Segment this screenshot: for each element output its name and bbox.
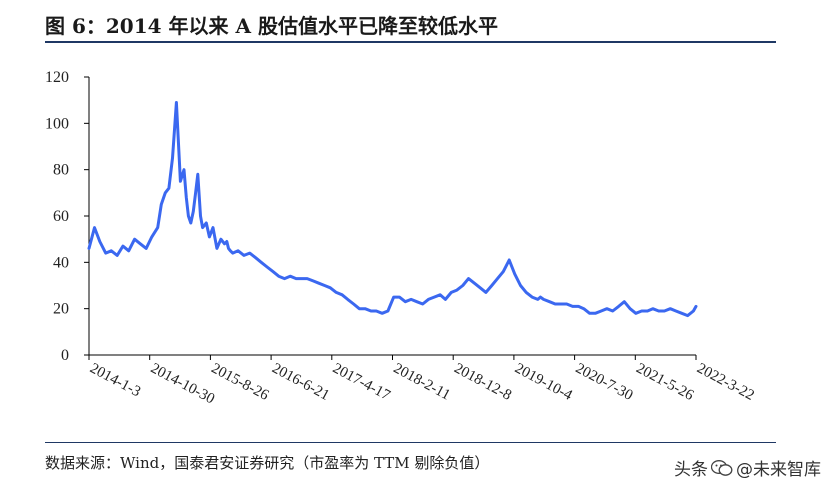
x-tick-label: 2018-2-11 <box>391 360 453 403</box>
figure-title: 图 6：2014 年以来 A 股估值水平已降至较低水平 <box>45 14 498 38</box>
x-tick-label: 2015-8-26 <box>209 360 272 404</box>
x-tick-label: 2018-12-8 <box>451 360 514 403</box>
x-tick-label: 2014-10-30 <box>148 360 217 407</box>
x-tick-label: 2022-3-22 <box>694 360 757 403</box>
figure-header: 图 6：2014 年以来 A 股估值水平已降至较低水平 <box>45 6 785 40</box>
x-tick-label: 2019-10-4 <box>512 360 575 404</box>
x-axis: 2014-1-3 2014-10-302015-8-262016-6-212017… <box>87 354 757 407</box>
x-tick-label: 2021-5-26 <box>633 360 696 404</box>
y-tick-label: 60 <box>53 208 69 225</box>
y-axis: 0 20 40 60 80 100 120 <box>45 69 90 364</box>
watermark-name: 未来智库 <box>753 460 821 480</box>
x-tick-label: 2016-6-21 <box>269 360 332 403</box>
top-rule <box>45 41 776 43</box>
y-tick-label: 80 <box>53 162 69 179</box>
y-tick-label: 40 <box>53 254 69 271</box>
x-tick-label: 2020-7-30 <box>573 360 636 403</box>
wechat-icon <box>710 459 733 482</box>
watermark-prefix: 头条 <box>674 460 708 480</box>
watermark-at: @ <box>736 460 753 480</box>
x-tick-label: 2014-1-3 <box>87 360 143 400</box>
y-tick-label: 100 <box>45 115 69 132</box>
pe-series-line <box>87 101 698 318</box>
y-tick-label: 120 <box>45 69 69 86</box>
x-tick-label: 2017-4-17 <box>330 360 393 404</box>
y-tick-label: 20 <box>53 301 69 318</box>
data-source-note: 数据来源：Wind，国泰君安证券研究（市盈率为 TTM 剔除负值） <box>45 454 490 472</box>
watermark: 头条 @未来智库 <box>674 455 821 482</box>
y-tick-label: 0 <box>61 347 69 364</box>
series-group <box>87 101 698 318</box>
bottom-rule <box>45 442 776 443</box>
